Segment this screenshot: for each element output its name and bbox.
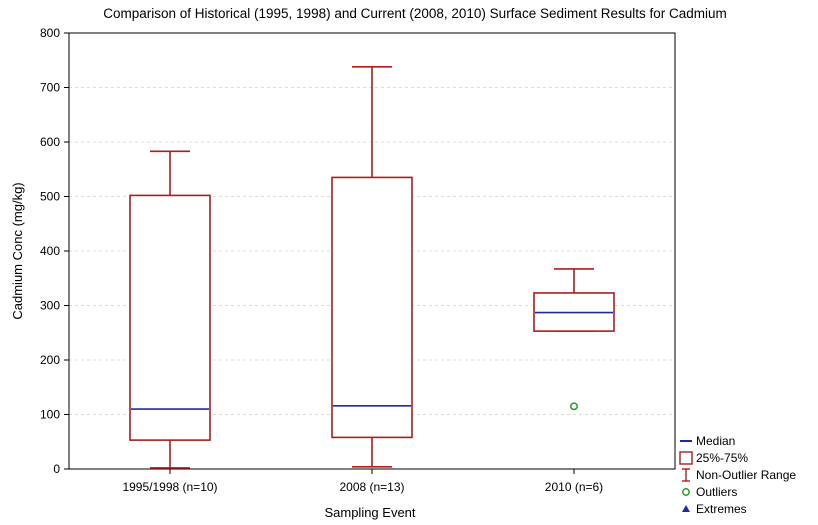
x-tick-label: 2010 (n=6) bbox=[545, 480, 603, 494]
y-tick-label: 800 bbox=[40, 26, 60, 40]
x-axis-label: Sampling Event bbox=[324, 505, 415, 520]
y-tick-label: 300 bbox=[40, 299, 60, 313]
x-axis: 1995/1998 (n=10) 2008 (n=13) 2010 (n=6) bbox=[122, 469, 603, 494]
box-group bbox=[533, 268, 615, 411]
legend-label: Non-Outlier Range bbox=[696, 468, 796, 482]
y-axis: 0 100 200 300 400 500 600 700 800 bbox=[40, 26, 69, 476]
y-tick-label: 100 bbox=[40, 408, 60, 422]
legend-box-swatch bbox=[679, 451, 693, 465]
y-tick-label: 500 bbox=[40, 190, 60, 204]
legend-item: Outliers bbox=[682, 485, 737, 499]
iqr-box bbox=[331, 176, 413, 439]
x-tick-label: 1995/1998 (n=10) bbox=[122, 480, 217, 494]
x-tick-label: 2008 (n=13) bbox=[339, 480, 404, 494]
outlier-point bbox=[570, 402, 578, 411]
legend-label: Median bbox=[696, 434, 735, 448]
y-tick-label: 0 bbox=[53, 462, 60, 476]
legend-item: Non-Outlier Range bbox=[682, 468, 796, 482]
legend-label: 25%-75% bbox=[696, 451, 748, 465]
legend-outlier-swatch bbox=[682, 488, 690, 496]
legend-item: Extremes bbox=[682, 502, 747, 516]
legend-label: Extremes bbox=[696, 502, 747, 516]
y-tick-label: 200 bbox=[40, 353, 60, 367]
chart-title: Comparison of Historical (1995, 1998) an… bbox=[103, 6, 727, 21]
legend-extreme-swatch bbox=[682, 505, 690, 512]
legend-item: Median bbox=[680, 434, 735, 448]
box-group bbox=[331, 65, 413, 468]
y-tick-label: 600 bbox=[40, 135, 60, 149]
legend-label: Outliers bbox=[696, 485, 737, 499]
y-tick-label: 400 bbox=[40, 244, 60, 258]
legend-item: 25%-75% bbox=[679, 451, 748, 465]
y-axis-label: Cadmium Conc (mg/kg) bbox=[10, 182, 25, 319]
iqr-box bbox=[129, 194, 211, 441]
box-group bbox=[129, 150, 211, 469]
legend: Median 25%-75% Non-Outlier Range Outliers Ex… bbox=[679, 434, 796, 516]
y-tick-label: 700 bbox=[40, 81, 60, 95]
boxes bbox=[129, 65, 615, 469]
